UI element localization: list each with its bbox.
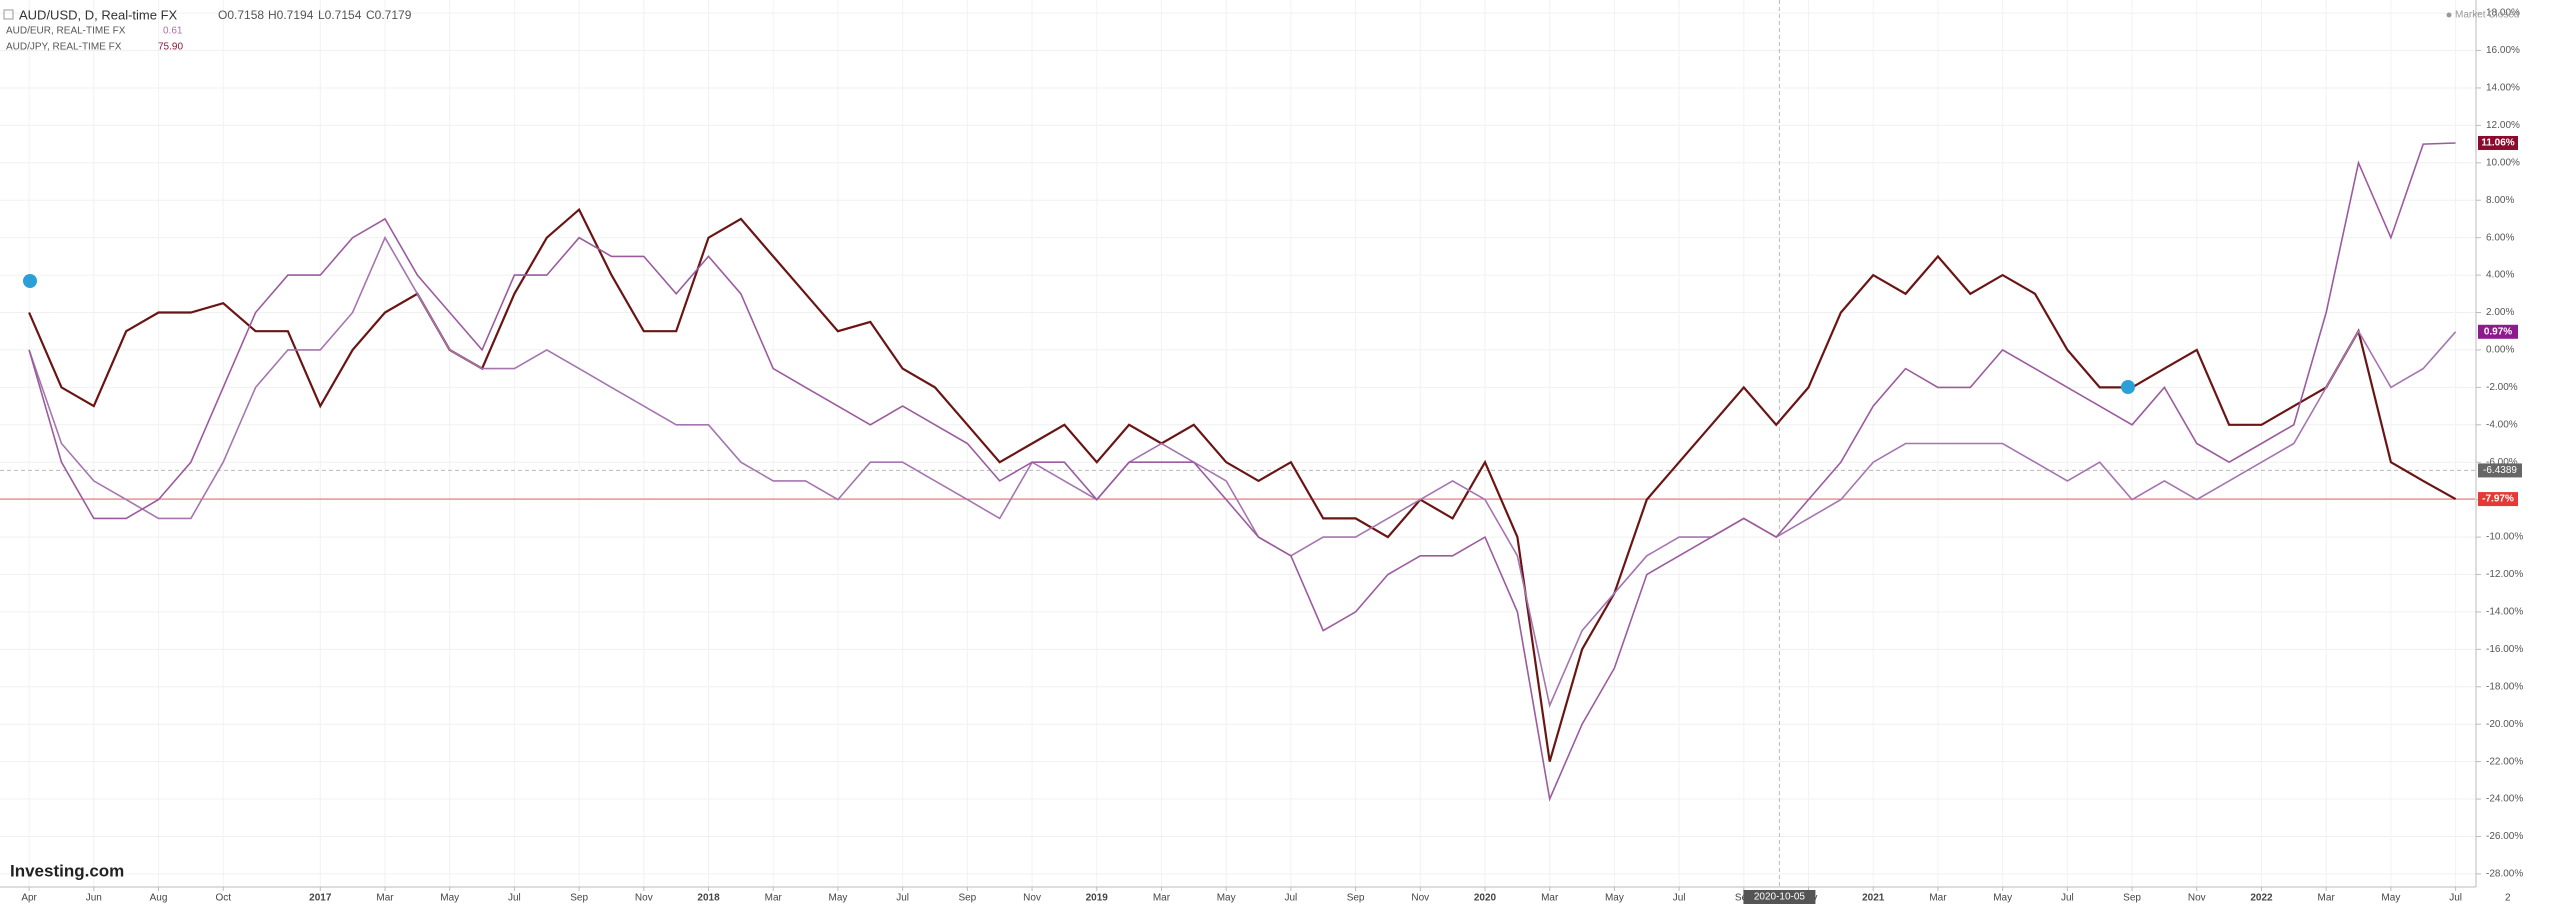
axes: 18.00% 16.00% 14.00% 12.00% 10.00% 8.00% 6.00%… (0, 0, 2523, 904)
x-tick-label: Nov (2188, 893, 2206, 904)
legend-value: 75.90 (158, 42, 183, 53)
x-tick-label: Jul (508, 893, 521, 904)
y-tick-label: 2.00% (2486, 307, 2514, 318)
y-tick-label: -18.00% (2486, 681, 2523, 692)
event-marker[interactable] (2121, 380, 2135, 394)
x-tick-label: May (440, 893, 459, 904)
x-tick-label: May (2381, 893, 2400, 904)
ohlc-close: C0.7179 (366, 8, 412, 22)
x-tick-label: 2017 (309, 893, 332, 904)
y-tick-label: -14.00% (2486, 607, 2523, 618)
x-tick-label: May (1217, 893, 1236, 904)
y-tick-label: 6.00% (2486, 232, 2514, 243)
brand-logo: Investing.com (10, 861, 124, 880)
marks (0, 0, 2475, 887)
last-value-label: 0.97% (2484, 326, 2512, 337)
y-tick-label: 14.00% (2486, 83, 2520, 94)
last-value-box (2478, 135, 2518, 150)
ohlc-low: L0.7154 (318, 8, 362, 22)
x-tick-label: May (828, 893, 847, 904)
x-tick-label: 2021 (1862, 893, 1885, 904)
legend-entry: AUD/JPY, REAL-TIME FX (6, 42, 122, 53)
crosshair-y-box (2478, 463, 2522, 478)
x-tick-label: Jul (1673, 893, 1686, 904)
last-value-label: -7.97% (2482, 494, 2514, 505)
series-line (28, 142, 2456, 802)
ohlc-high: H0.7194 (268, 8, 314, 22)
x-tick-label: Sep (1347, 893, 1365, 904)
x-tick-label: Sep (958, 893, 976, 904)
y-tick-label: -4.00% (2486, 419, 2518, 430)
legend-value: 0.61 (163, 26, 183, 37)
crosshair-x-box (1743, 890, 1816, 904)
y-tick-label: 18.00% (2486, 8, 2520, 19)
y-tick-label: -6.00% (2486, 457, 2518, 468)
x-tick-label: Oct (215, 893, 231, 904)
x-tick-label: Sep (570, 893, 588, 904)
y-tick-label: -28.00% (2486, 869, 2523, 880)
x-tick-label: Jun (86, 893, 102, 904)
y-tick-label: 16.00% (2486, 45, 2520, 56)
y-tick-label: -10.00% (2486, 532, 2523, 543)
x-tick-label: Mar (1541, 893, 1559, 904)
x-tick-label: Jul (2061, 893, 2074, 904)
symbol-title: AUD/USD, D, Real-time FX (19, 7, 178, 22)
crosshair-x-label: 2020-10-05 (1754, 892, 1806, 903)
x-tick-label: Jul (2449, 893, 2462, 904)
status-dot (2446, 12, 2452, 18)
last-value-box (2478, 324, 2518, 339)
y-tick-label: 0.00% (2486, 345, 2514, 356)
event-marker[interactable] (23, 274, 37, 288)
x-tick-label: Jul (896, 893, 909, 904)
y-tick-label: -20.00% (2486, 719, 2523, 730)
y-tick-label: -26.00% (2486, 831, 2523, 842)
x-tick-label: 2022 (2250, 893, 2273, 904)
series-line (28, 235, 2457, 709)
x-tick-label: Mar (765, 893, 783, 904)
y-tick-label: 12.00% (2486, 120, 2520, 131)
x-tick-label: 2018 (697, 893, 720, 904)
y-tick-label: 8.00% (2486, 195, 2514, 206)
x-tick-label: 2 (2505, 893, 2511, 904)
x-tick-label: Mar (376, 893, 394, 904)
x-tick-label: May (1993, 893, 2012, 904)
y-tick-label: -2.00% (2486, 382, 2518, 393)
x-tick-label: 2020 (1474, 893, 1497, 904)
x-tick-label: Jul (1284, 893, 1297, 904)
y-tick-label: -16.00% (2486, 644, 2523, 655)
x-tick-label: 2019 (1086, 893, 1109, 904)
legend-entry: AUD/EUR, REAL-TIME FX (6, 26, 126, 37)
x-tick-label: Apr (21, 893, 37, 904)
crosshair-y-label: -6.4389 (2483, 465, 2517, 476)
x-tick-label: Aug (150, 893, 168, 904)
ohlc-open: O0.7158 (218, 8, 264, 22)
y-tick-label: 4.00% (2486, 270, 2514, 281)
x-tick-label: Mar (1153, 893, 1171, 904)
x-tick-label: Sep (2123, 893, 2141, 904)
header: AUD/USD, D, Real-time FX O0.7158 H0.7194… (3, 7, 2519, 880)
y-tick-label: -22.00% (2486, 756, 2523, 767)
last-value-label: 11.06% (2481, 138, 2514, 149)
y-tick-label: -24.00% (2486, 794, 2523, 805)
collapse-icon[interactable] (3, 9, 14, 20)
x-tick-label: Nov (635, 893, 653, 904)
x-tick-label: Nov (1411, 893, 1429, 904)
market-status: Market Closed (2455, 10, 2519, 21)
x-tick-label: May (1605, 893, 1624, 904)
y-tick-label: 10.00% (2486, 157, 2520, 168)
x-tick-label: Mar (1929, 893, 1947, 904)
x-tick-label: Nov (1023, 893, 1041, 904)
last-value-box (2478, 492, 2518, 507)
y-tick-label: -12.00% (2486, 569, 2523, 580)
x-tick-label: Mar (2318, 893, 2336, 904)
